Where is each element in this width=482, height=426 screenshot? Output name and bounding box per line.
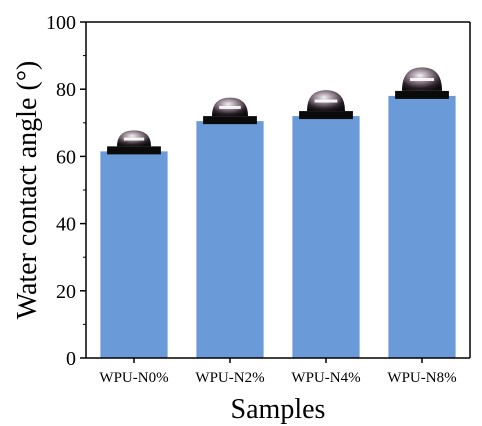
axes-layer: 0 20 40 60 80 100 WPU-N0% WPU-N2% WPU-N4% WPU-N8%: [46, 12, 471, 386]
y-tick-label-0: 0: [66, 348, 76, 370]
droplet-photo-3: [295, 78, 357, 120]
x-axis-title: Samples: [231, 394, 326, 425]
y-tick-label-20: 20: [56, 281, 76, 303]
substrate-strip: [107, 146, 161, 155]
droplet-photo-1: [103, 113, 165, 155]
droplet-insets-layer: [103, 57, 453, 155]
droplet-photo-4: [391, 57, 453, 99]
bar-4: [388, 95, 456, 359]
x-tick-label-3: WPU-N4%: [291, 370, 360, 386]
y-tick-label-40: 40: [56, 214, 76, 236]
x-tick-label-2: WPU-N2%: [195, 370, 264, 386]
droplet-highlight: [314, 99, 338, 103]
bars-layer: [100, 95, 456, 359]
x-tick-label-1: WPU-N0%: [99, 370, 168, 386]
substrate-strip: [299, 111, 353, 120]
bar-3: [292, 116, 360, 358]
y-tick-label-80: 80: [56, 79, 76, 101]
substrate-strip: [395, 90, 449, 99]
substrate-strip: [203, 116, 257, 125]
droplet-highlight: [123, 137, 145, 141]
droplet-highlight: [219, 105, 241, 109]
bar-1: [100, 151, 168, 358]
droplet-photo-2: [199, 83, 261, 125]
y-axis-title: Water contact angle (°): [12, 61, 43, 319]
y-tick-label-60: 60: [56, 146, 76, 168]
x-tick-label-4: WPU-N8%: [387, 370, 456, 386]
bar-2: [196, 121, 264, 359]
droplet-highlight: [409, 77, 435, 81]
y-tick-label-100: 100: [46, 12, 76, 34]
